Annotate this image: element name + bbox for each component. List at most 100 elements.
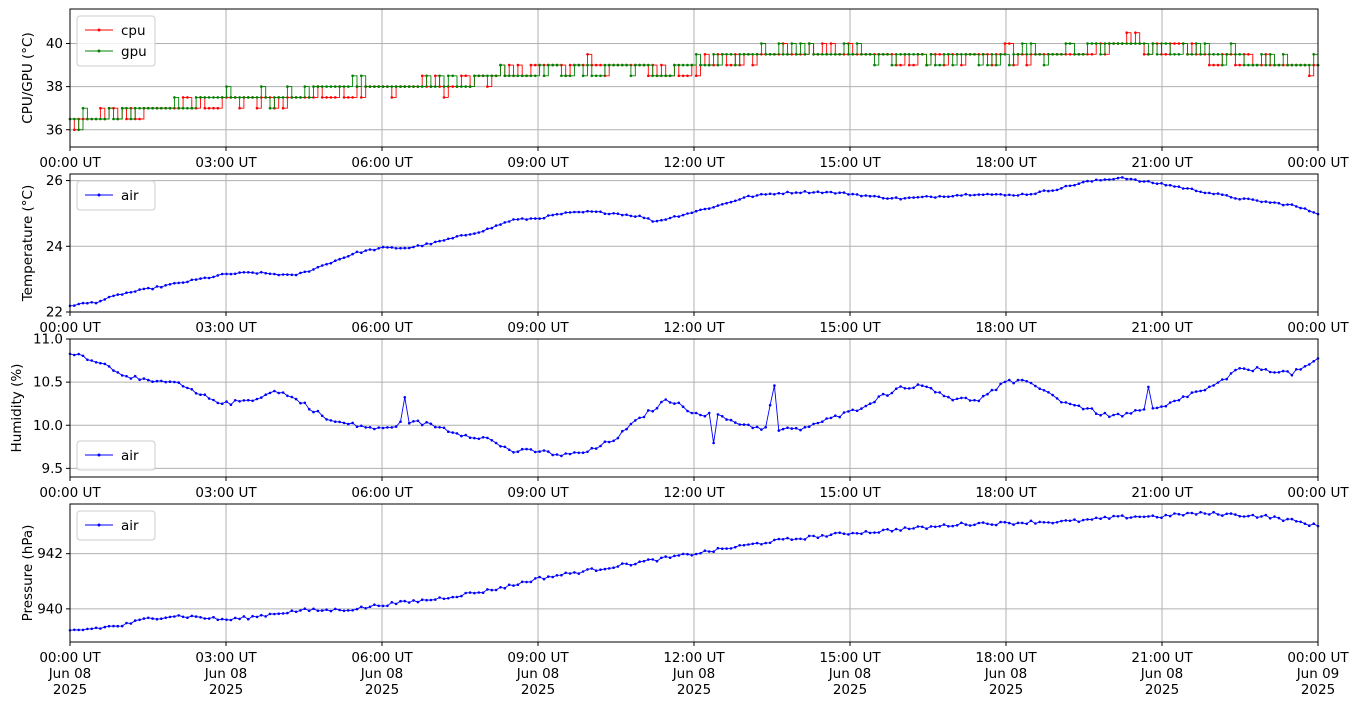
data-point xyxy=(729,547,733,550)
data-point xyxy=(360,251,363,254)
data-point xyxy=(1273,63,1276,67)
data-point xyxy=(299,96,302,99)
data-point xyxy=(625,562,628,566)
data-point xyxy=(1190,511,1194,515)
data-point xyxy=(233,616,237,620)
data-point xyxy=(477,437,481,441)
data-point xyxy=(1277,201,1281,205)
data-point xyxy=(1090,180,1094,183)
data-point xyxy=(1194,189,1198,193)
data-point xyxy=(377,247,381,250)
data-point xyxy=(99,117,102,121)
data-point xyxy=(342,85,346,88)
data-point xyxy=(377,604,381,608)
data-point xyxy=(442,597,446,601)
data-point xyxy=(1164,183,1168,187)
data-point xyxy=(725,418,728,421)
data-point xyxy=(899,63,902,67)
data-point xyxy=(120,106,124,110)
data-point xyxy=(916,196,920,199)
data-point xyxy=(177,381,180,384)
data-point xyxy=(77,302,80,306)
data-point xyxy=(425,421,428,424)
data-point xyxy=(342,609,346,613)
data-point xyxy=(360,424,363,428)
x-tick-label: 09:00 UT xyxy=(507,320,569,336)
data-point xyxy=(1103,42,1107,45)
data-point xyxy=(616,63,620,67)
data-point xyxy=(621,429,624,433)
data-point xyxy=(1073,518,1076,521)
data-point xyxy=(864,53,868,56)
data-point xyxy=(203,106,207,110)
data-point xyxy=(564,571,567,575)
data-point xyxy=(1173,42,1176,45)
data-point xyxy=(1260,368,1263,372)
data-point xyxy=(1290,517,1294,521)
data-point xyxy=(1299,63,1302,67)
data-point xyxy=(1199,53,1202,56)
data-point xyxy=(912,53,915,56)
data-point xyxy=(416,419,420,423)
data-point xyxy=(847,533,850,536)
data-point xyxy=(734,199,737,203)
data-point xyxy=(968,53,972,56)
data-point xyxy=(160,379,163,383)
data-point xyxy=(294,610,298,614)
data-point xyxy=(416,85,420,88)
data-point xyxy=(807,42,811,45)
data-point xyxy=(960,53,963,56)
data-point xyxy=(629,422,633,426)
data-point xyxy=(1186,511,1189,515)
data-point xyxy=(899,385,902,388)
data-point xyxy=(177,614,180,617)
data-point xyxy=(329,609,333,613)
data-point xyxy=(447,597,450,600)
data-point xyxy=(912,527,915,530)
data-point xyxy=(1055,188,1059,192)
data-point xyxy=(799,191,802,195)
data-point xyxy=(890,197,894,200)
data-point xyxy=(494,441,498,445)
data-point xyxy=(316,265,320,269)
data-point xyxy=(307,609,311,613)
data-point xyxy=(734,545,737,549)
data-point xyxy=(1121,415,1124,418)
data-point xyxy=(516,74,520,78)
data-point xyxy=(729,53,733,56)
data-point xyxy=(186,386,189,390)
data-point xyxy=(1290,63,1294,67)
data-point xyxy=(481,74,485,78)
data-point xyxy=(451,85,455,88)
data-point xyxy=(668,401,672,404)
data-point xyxy=(125,374,128,378)
data-point xyxy=(394,602,398,606)
data-point xyxy=(138,618,141,622)
data-point xyxy=(199,277,202,280)
data-point xyxy=(412,85,415,88)
data-point xyxy=(1277,63,1281,67)
data-point xyxy=(138,378,141,382)
data-point xyxy=(464,233,468,237)
data-point xyxy=(1290,203,1294,206)
data-point xyxy=(999,520,1002,524)
data-point xyxy=(1221,193,1224,196)
data-point xyxy=(599,74,602,78)
data-point xyxy=(386,85,389,88)
data-point xyxy=(812,422,815,426)
data-point xyxy=(907,387,911,390)
y-tick-label: 9.5 xyxy=(42,461,63,477)
data-point xyxy=(1264,368,1268,371)
data-point xyxy=(812,53,815,56)
data-point xyxy=(1281,53,1285,56)
data-point xyxy=(1208,63,1211,67)
data-point xyxy=(299,271,302,275)
data-point xyxy=(151,380,154,384)
data-point xyxy=(868,402,872,406)
legend-box xyxy=(76,15,156,67)
data-point xyxy=(455,235,459,238)
data-point xyxy=(1225,53,1228,56)
data-point xyxy=(1238,514,1241,518)
data-point xyxy=(473,232,476,235)
data-point xyxy=(677,74,681,78)
